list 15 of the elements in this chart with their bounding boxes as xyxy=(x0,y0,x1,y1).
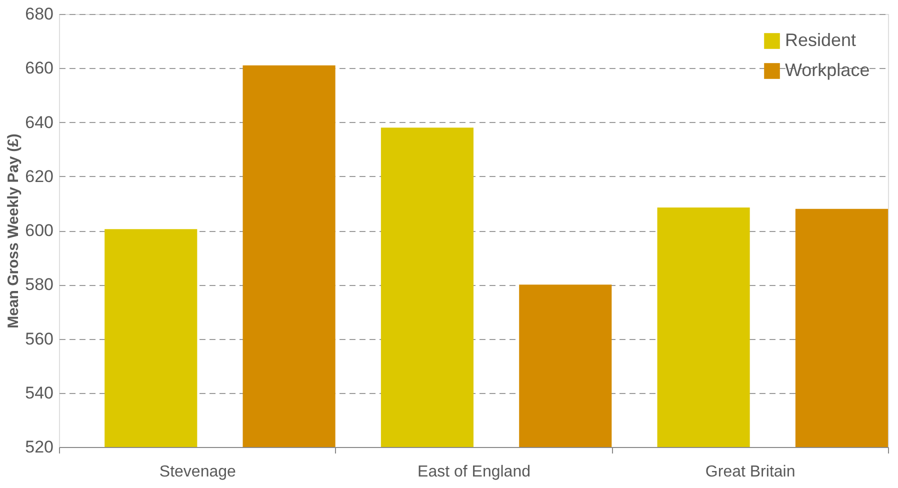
y-axis-title: Mean Gross Weekly Pay (£) xyxy=(5,134,22,328)
y-tick-label: 620 xyxy=(25,166,54,186)
x-tick-label: Great Britain xyxy=(705,464,796,480)
y-tick-label: 520 xyxy=(25,438,54,456)
x-tick-label: Stevenage xyxy=(159,464,236,480)
legend-label: Workplace xyxy=(785,60,870,80)
y-tick-label: 560 xyxy=(25,329,54,348)
legend-label: Resident xyxy=(785,30,856,50)
x-tick-label: East of England xyxy=(418,464,530,480)
y-tick-label: 540 xyxy=(25,383,54,402)
y-tick-label: 680 xyxy=(25,4,54,24)
y-tick-label: 640 xyxy=(25,112,54,132)
y-tick-label: 660 xyxy=(25,58,54,78)
y-tick-label: 580 xyxy=(25,275,54,294)
y-tick-label: 600 xyxy=(25,221,54,240)
